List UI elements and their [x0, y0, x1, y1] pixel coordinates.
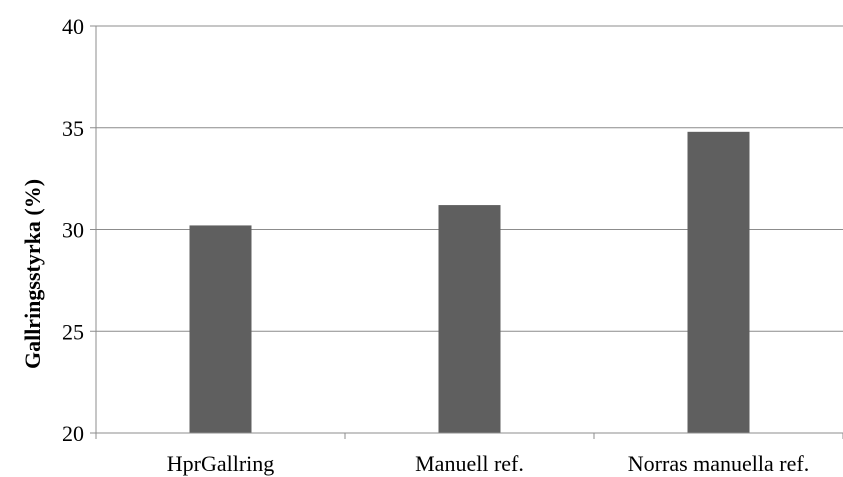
- y-tick-labels: 20 25 30 35 40: [62, 14, 84, 446]
- y-tick-label: 25: [62, 319, 84, 344]
- bar: [438, 205, 501, 433]
- y-axis-label: Gallringsstyrka (%): [20, 179, 45, 369]
- x-tick-label: Norras manuella ref.: [628, 451, 809, 476]
- x-tick-labels: HprGallring Manuell ref. Norras manuella r…: [167, 451, 809, 476]
- bar: [687, 131, 750, 433]
- bars: [189, 131, 750, 433]
- y-tick-label: 30: [62, 218, 84, 243]
- axes: [90, 25, 843, 439]
- x-tick-label: HprGallring: [167, 451, 275, 476]
- y-tick-label: 20: [62, 421, 84, 446]
- x-tick-label: Manuell ref.: [415, 451, 524, 476]
- bar: [189, 225, 252, 433]
- y-tick-label: 40: [62, 14, 84, 39]
- y-tick-label: 35: [62, 116, 84, 141]
